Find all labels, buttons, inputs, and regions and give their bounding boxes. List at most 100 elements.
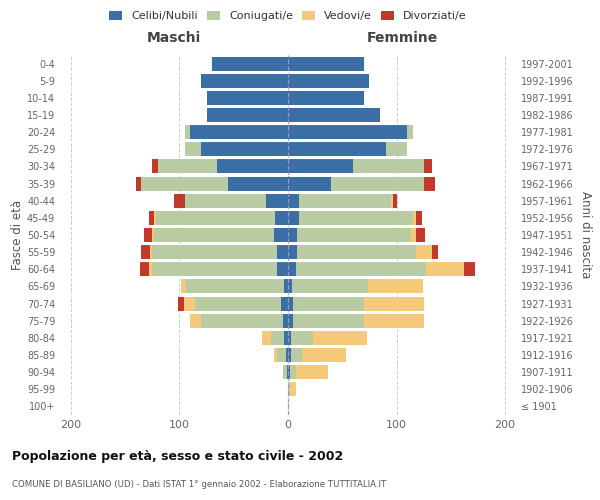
Bar [364,314,424,328]
Bar [184,296,194,310]
Bar [288,348,291,362]
Bar [228,176,288,190]
Bar [290,382,296,396]
Bar [290,365,296,379]
Bar [185,125,190,139]
Bar [299,194,391,207]
Bar [284,331,288,345]
Bar [368,280,422,293]
Bar [288,228,296,242]
Bar [284,280,288,293]
Bar [288,91,364,105]
Bar [331,176,424,190]
Bar [149,262,152,276]
Bar [410,228,416,242]
Bar [296,245,416,259]
Bar [154,228,274,242]
Bar [154,211,155,225]
Bar [288,382,290,396]
Bar [271,331,284,345]
Y-axis label: Fasce di età: Fasce di età [11,200,24,270]
Bar [186,280,284,293]
Bar [152,228,154,242]
Bar [201,74,288,88]
Bar [286,348,288,362]
Bar [288,176,331,190]
Bar [217,160,288,173]
Bar [288,74,370,88]
Bar [464,262,475,276]
Bar [288,125,407,139]
Bar [296,365,328,379]
Bar [391,194,394,207]
Bar [136,176,142,190]
Bar [275,211,288,225]
Y-axis label: Anni di nascita: Anni di nascita [579,192,592,278]
Bar [274,228,288,242]
Bar [194,296,281,310]
Bar [288,280,292,293]
Bar [281,296,288,310]
Bar [174,194,185,207]
Bar [288,365,290,379]
Bar [313,331,367,345]
Bar [424,176,434,190]
Bar [262,331,271,345]
Bar [288,314,293,328]
Bar [201,314,283,328]
Text: Maschi: Maschi [147,30,201,44]
Bar [288,262,296,276]
Bar [288,108,380,122]
Bar [283,365,287,379]
Bar [386,142,407,156]
Bar [277,245,288,259]
Bar [283,314,288,328]
Bar [291,331,313,345]
Bar [364,296,424,310]
Bar [190,125,288,139]
Bar [394,194,397,207]
Bar [416,211,422,225]
Bar [277,348,286,362]
Bar [206,91,288,105]
Bar [150,245,152,259]
Bar [201,142,288,156]
Bar [149,211,154,225]
Bar [353,160,424,173]
Bar [155,211,275,225]
Text: COMUNE DI BASILIANO (UD) - Dati ISTAT 1° gennaio 2002 - Elaborazione TUTTITALIA.: COMUNE DI BASILIANO (UD) - Dati ISTAT 1°… [12,480,386,489]
Bar [287,365,288,379]
Bar [158,160,217,173]
Bar [407,125,413,139]
Bar [288,56,364,70]
Bar [288,211,299,225]
Bar [152,245,277,259]
Bar [288,296,293,310]
Bar [181,280,186,293]
Bar [185,194,266,207]
Bar [288,194,299,207]
Bar [152,262,277,276]
Bar [185,142,201,156]
Bar [416,245,433,259]
Text: Popolazione per età, sesso e stato civile - 2002: Popolazione per età, sesso e stato civil… [12,450,343,463]
Bar [212,56,288,70]
Bar [424,160,433,173]
Bar [433,245,438,259]
Bar [293,296,364,310]
Text: Femmine: Femmine [367,30,437,44]
Bar [206,108,288,122]
Bar [296,262,426,276]
Bar [142,245,150,259]
Bar [274,348,277,362]
Bar [302,348,346,362]
Bar [140,262,149,276]
Bar [190,314,201,328]
Bar [142,176,228,190]
Bar [296,228,410,242]
Bar [288,160,353,173]
Bar [266,194,288,207]
Bar [288,331,291,345]
Bar [426,262,464,276]
Legend: Celibi/Nubili, Coniugati/e, Vedovi/e, Divorziati/e: Celibi/Nubili, Coniugati/e, Vedovi/e, Di… [105,6,471,26]
